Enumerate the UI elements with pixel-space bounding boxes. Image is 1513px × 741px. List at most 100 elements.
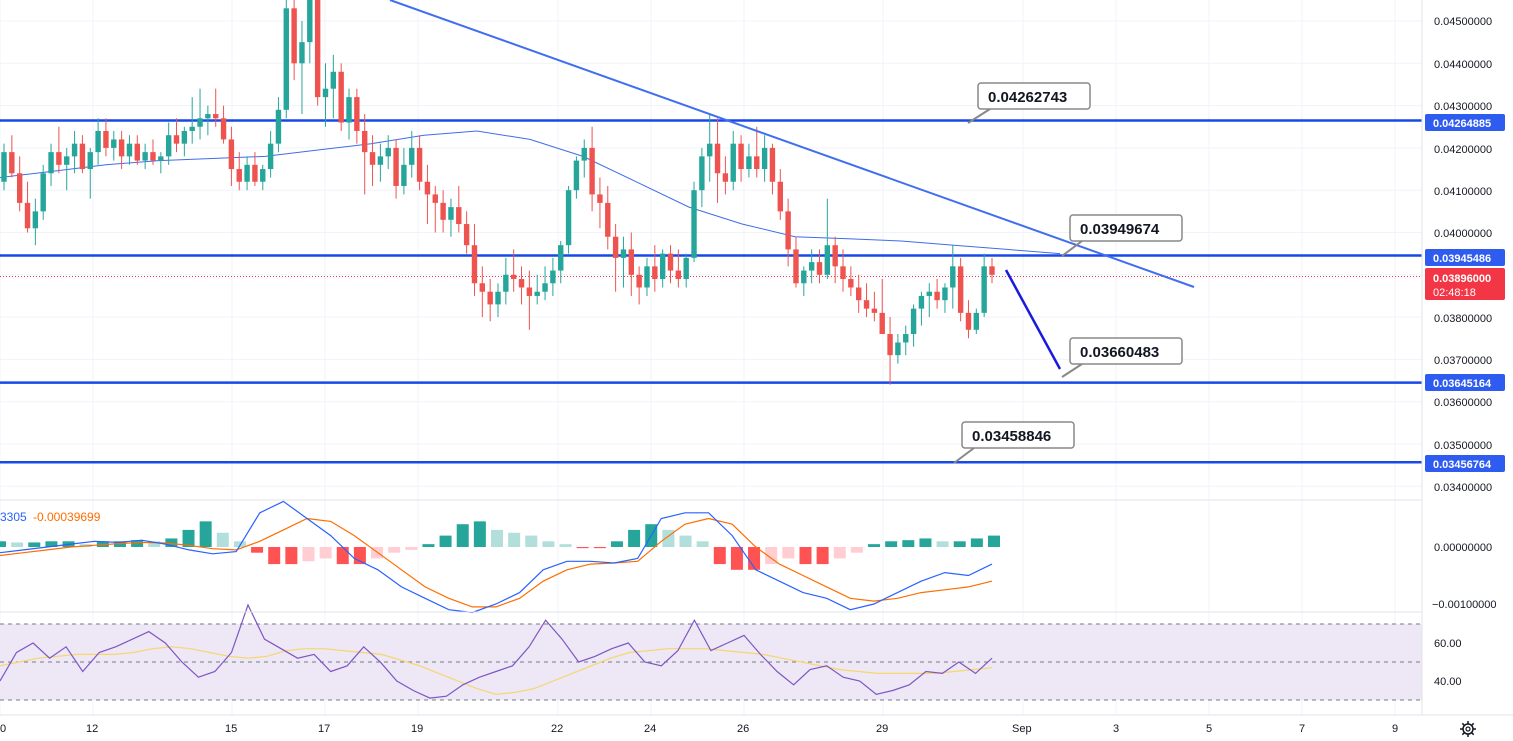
drawings[interactable]: 0.04262743 0.03949674 0.03660483 0.03458846 — [389, 0, 1195, 464]
candlesticks[interactable] — [1, 0, 995, 385]
candle[interactable] — [252, 152, 258, 186]
candle[interactable] — [79, 135, 86, 174]
candle[interactable] — [518, 266, 525, 305]
candle-body[interactable] — [565, 190, 572, 246]
candle[interactable] — [863, 283, 870, 318]
candle[interactable] — [950, 245, 956, 309]
candle[interactable] — [832, 236, 838, 284]
candle-body[interactable] — [181, 130, 188, 144]
candle-body[interactable] — [691, 190, 697, 258]
candle[interactable] — [95, 118, 101, 165]
candle-body[interactable] — [385, 147, 391, 157]
candle-body[interactable] — [103, 130, 109, 148]
candle-body[interactable] — [903, 334, 909, 343]
candle-body[interactable] — [518, 279, 525, 288]
candle-body[interactable] — [165, 135, 172, 157]
candle[interactable] — [597, 177, 603, 229]
candle[interactable] — [989, 257, 995, 284]
candle[interactable] — [1, 143, 7, 191]
candle-body[interactable] — [612, 236, 619, 258]
candle[interactable] — [769, 143, 776, 195]
candle[interactable] — [440, 190, 446, 233]
candle-body[interactable] — [699, 156, 705, 191]
macd-pane[interactable] — [0, 500, 1000, 614]
candle[interactable] — [534, 274, 540, 305]
candle-body[interactable] — [401, 164, 407, 186]
candle-body[interactable] — [205, 114, 211, 119]
candle[interactable] — [424, 164, 431, 225]
candle[interactable] — [385, 135, 391, 170]
candle[interactable] — [855, 274, 862, 313]
candle[interactable] — [503, 257, 509, 305]
rsi-pane[interactable] — [0, 603, 1422, 701]
candle[interactable] — [111, 130, 117, 161]
candle[interactable] — [793, 236, 799, 288]
candle[interactable] — [471, 224, 478, 296]
candle-body[interactable] — [95, 130, 101, 153]
candle[interactable] — [448, 198, 454, 237]
candle-body[interactable] — [463, 224, 470, 246]
price-callout[interactable]: 0.04262743 — [967, 82, 1091, 124]
candle-body[interactable] — [220, 118, 227, 140]
candle-body[interactable] — [855, 287, 862, 301]
candle-body[interactable] — [134, 143, 141, 161]
candle[interactable] — [589, 126, 595, 212]
candle[interactable] — [463, 211, 470, 254]
candle[interactable] — [354, 88, 360, 144]
candle[interactable] — [973, 308, 980, 335]
candle[interactable] — [683, 253, 689, 288]
candle[interactable] — [322, 63, 329, 127]
candle-body[interactable] — [793, 249, 799, 284]
candle-body[interactable] — [644, 266, 650, 288]
candle[interactable] — [126, 135, 133, 165]
candle-body[interactable] — [252, 164, 258, 182]
candle-body[interactable] — [48, 152, 54, 174]
candle-body[interactable] — [24, 202, 31, 229]
candle[interactable] — [244, 156, 250, 191]
candle-body[interactable] — [707, 143, 713, 157]
candle-body[interactable] — [863, 300, 870, 309]
candle-body[interactable] — [448, 207, 454, 220]
candle[interactable] — [981, 253, 987, 318]
candle[interactable] — [283, 0, 289, 119]
candle[interactable] — [228, 126, 235, 186]
candle-body[interactable] — [393, 147, 399, 186]
candle[interactable] — [377, 143, 384, 182]
candle[interactable] — [197, 88, 203, 140]
candle-body[interactable] — [754, 156, 760, 170]
level-tag-s2[interactable]: 0.03456764 — [1425, 455, 1505, 472]
candle[interactable] — [691, 181, 697, 263]
candle[interactable] — [848, 266, 854, 296]
candle[interactable] — [942, 283, 948, 313]
candle[interactable] — [314, 0, 321, 106]
candle-body[interactable] — [307, 0, 313, 43]
candle[interactable] — [722, 156, 729, 195]
candle[interactable] — [652, 245, 658, 292]
price-callout[interactable]: 0.03660483 — [1061, 337, 1183, 378]
candle-body[interactable] — [79, 143, 86, 170]
candle-body[interactable] — [338, 71, 344, 123]
candle[interactable] — [9, 135, 15, 178]
candle-body[interactable] — [87, 152, 93, 170]
candle-body[interactable] — [895, 342, 901, 356]
candle-body[interactable] — [369, 152, 376, 165]
candle[interactable] — [785, 198, 791, 267]
candle-body[interactable] — [432, 194, 438, 203]
candle-body[interactable] — [769, 147, 776, 182]
candle-body[interactable] — [652, 266, 658, 280]
macd-axis[interactable]: 0.00000000 −0.00100000 — [1432, 542, 1497, 611]
candle-body[interactable] — [1, 152, 7, 182]
candle[interactable] — [903, 325, 909, 356]
candle[interactable] — [213, 88, 219, 127]
candle-body[interactable] — [534, 291, 540, 296]
candle[interactable] — [667, 245, 674, 284]
candle-body[interactable] — [589, 147, 595, 195]
candle[interactable] — [510, 249, 517, 292]
candle-body[interactable] — [738, 143, 744, 170]
candle-body[interactable] — [816, 262, 823, 275]
candle[interactable] — [761, 135, 768, 182]
candle[interactable] — [714, 118, 721, 203]
candle-body[interactable] — [918, 295, 925, 309]
candle[interactable] — [416, 135, 423, 191]
candle-body[interactable] — [714, 143, 721, 174]
